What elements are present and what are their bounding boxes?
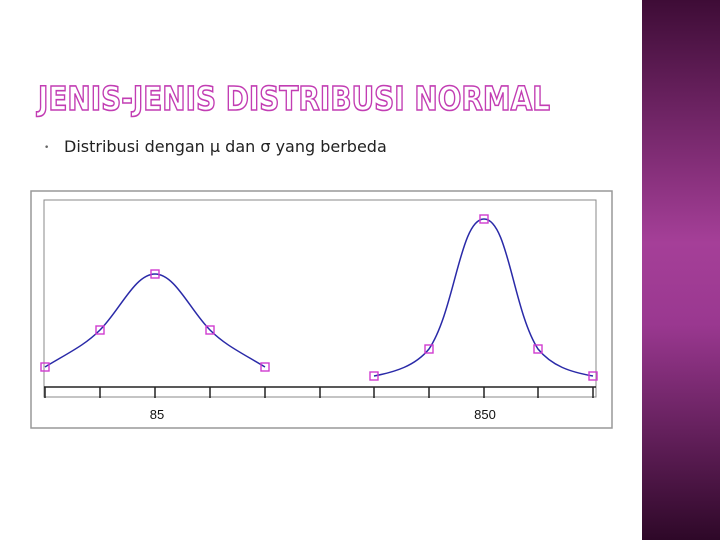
figure-border (30, 190, 613, 429)
point-markers (40, 214, 598, 381)
x-tick-label: 85 (150, 407, 164, 422)
axis-ticks (44, 387, 594, 398)
bullet-text: Distribusi dengan μ dan σ yang berbeda (64, 137, 387, 156)
side-stripe (642, 0, 720, 540)
x-tick-label: 850 (474, 407, 496, 422)
slide-title: JENIS-JENIS DISTRIBUSI NORMAL (36, 79, 550, 118)
curve-left (44, 273, 266, 368)
figure: 85 850 (30, 190, 613, 429)
curve-right (373, 218, 594, 377)
bullet-marker: • (44, 143, 49, 153)
